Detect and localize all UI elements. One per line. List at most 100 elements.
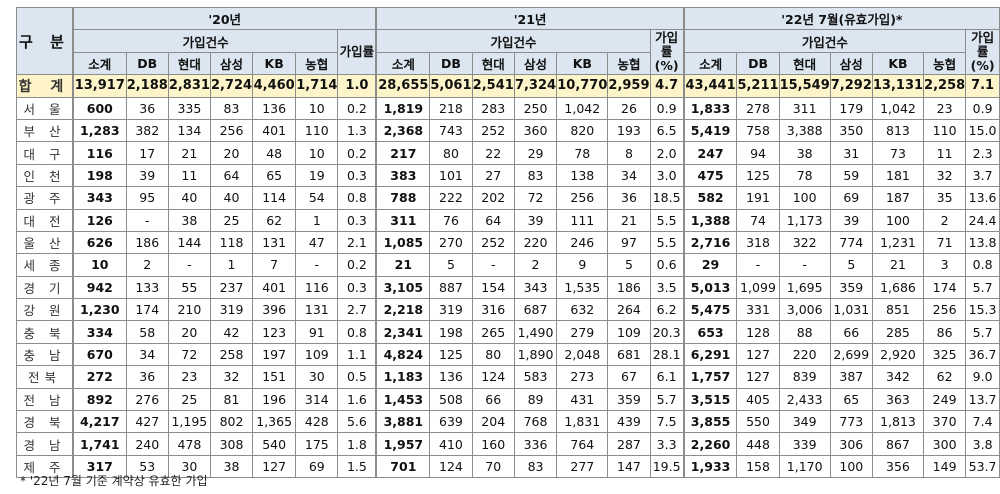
count-cell: 116 bbox=[295, 275, 339, 300]
insurer-col-header: 현대 bbox=[778, 51, 831, 76]
subtotal-cell: 626 bbox=[71, 230, 127, 255]
rate-cell: 0.8 bbox=[965, 253, 1000, 277]
count-cell: 154 bbox=[471, 275, 515, 300]
subtotal-cell: 247 bbox=[682, 141, 738, 165]
count-cell: 32 bbox=[209, 365, 254, 389]
count-cell: 53 bbox=[125, 454, 169, 479]
count-cell: 83 bbox=[209, 96, 254, 120]
count-cell: 136 bbox=[429, 365, 473, 389]
rate-cell: 5.7 bbox=[649, 387, 685, 412]
count-cell: 124 bbox=[471, 365, 515, 389]
rate-cell: 0.8 bbox=[337, 186, 377, 210]
count-cell: 127 bbox=[252, 454, 297, 479]
rate-cell: 13.6 bbox=[965, 186, 1000, 210]
subtotal-cell: 3,515 bbox=[682, 387, 738, 412]
table-row: 대 구 116 17 21 20 48 10 0.2 217 80 22 29 78 8 2.0 247 94 3… bbox=[15, 141, 1000, 165]
count-cell: 270 bbox=[429, 230, 473, 255]
count-cell: 100 bbox=[778, 186, 831, 210]
count-cell: 773 bbox=[829, 410, 873, 434]
count-cell: 1,890 bbox=[513, 342, 558, 367]
rate-cell: 1.8 bbox=[337, 432, 377, 456]
subtotal-cell: 198 bbox=[71, 163, 127, 188]
table-row: 전 남 892 276 25 81 196 314 1.6 1,453 508 66 89 431 359… bbox=[15, 387, 1000, 412]
count-cell: 89 bbox=[513, 387, 558, 412]
count-cell: 508 bbox=[429, 387, 473, 412]
count-cell: 128 bbox=[736, 320, 780, 344]
count-cell: 256 bbox=[923, 298, 967, 322]
count-cell: 40 bbox=[167, 186, 211, 210]
insurer-col-header: 소계 bbox=[375, 51, 431, 76]
count-cell: 22 bbox=[471, 141, 515, 165]
count-cell: 387 bbox=[829, 365, 873, 389]
subtotal-cell: 272 bbox=[71, 365, 127, 389]
region-cell: 서 울 bbox=[15, 96, 74, 120]
count-cell: 283 bbox=[471, 96, 515, 120]
count-cell: 401 bbox=[252, 275, 297, 300]
count-cell: - bbox=[295, 253, 339, 277]
rate-cell: 0.3 bbox=[337, 163, 377, 188]
subtotal-cell: 2,260 bbox=[682, 432, 738, 456]
count-cell: 681 bbox=[607, 342, 651, 367]
rate-cell: 0.8 bbox=[337, 320, 377, 344]
count-cell: 97 bbox=[607, 230, 651, 255]
count-cell: 5,061 bbox=[429, 74, 473, 98]
count-cell: 256 bbox=[556, 186, 609, 210]
count-cell: 11 bbox=[167, 163, 211, 188]
rate-cell: 5.7 bbox=[965, 320, 1000, 344]
count-cell: 2,541 bbox=[471, 74, 515, 98]
count-cell: 1,686 bbox=[871, 275, 925, 300]
count-cell: 308 bbox=[209, 432, 254, 456]
header-row-years: 구 분 '20년 '21년 '22년 7월(유효가입)* bbox=[15, 6, 1000, 76]
count-cell: 42 bbox=[209, 320, 254, 344]
rate-cell: 20.3 bbox=[649, 320, 685, 344]
count-cell: 88 bbox=[778, 320, 831, 344]
subtotal-cell: 13,917 bbox=[71, 74, 127, 98]
count-cell: 427 bbox=[125, 410, 169, 434]
count-cell: 86 bbox=[923, 320, 967, 344]
rate-cell: 0.2 bbox=[337, 253, 377, 277]
count-cell: 125 bbox=[429, 342, 473, 367]
count-cell: 39 bbox=[829, 208, 873, 232]
total-row: 합 계 13,917 2,188 2,831 2,724 4,460 1,714 1.0 28,… bbox=[15, 74, 1000, 98]
count-cell: 38 bbox=[778, 141, 831, 165]
count-cell: 95 bbox=[125, 186, 169, 210]
subtotal-cell: 1,388 bbox=[682, 208, 738, 232]
subtotal-cell: 1,957 bbox=[375, 432, 431, 456]
count-cell: 39 bbox=[513, 208, 558, 232]
count-cell: 91 bbox=[295, 320, 339, 344]
rate-cell: 4.7 bbox=[649, 74, 685, 98]
count-cell: 300 bbox=[923, 432, 967, 456]
count-cell: 69 bbox=[295, 454, 339, 479]
count-cell: 363 bbox=[871, 387, 925, 412]
rate-cell: 6.1 bbox=[649, 365, 685, 389]
count-cell: 55 bbox=[167, 275, 211, 300]
count-cell: 478 bbox=[167, 432, 211, 456]
rate-cell: 0.5 bbox=[337, 365, 377, 389]
subtotal-cell: 43,441 bbox=[682, 74, 738, 98]
count-cell: 285 bbox=[871, 320, 925, 344]
count-cell: 1 bbox=[209, 253, 254, 277]
count-cell: 287 bbox=[607, 432, 651, 456]
count-cell: 448 bbox=[736, 432, 780, 456]
subtotal-cell: 334 bbox=[71, 320, 127, 344]
count-cell: 276 bbox=[125, 387, 169, 412]
rate-cell: 0.6 bbox=[649, 253, 685, 277]
subtotal-cell: 317 bbox=[71, 454, 127, 479]
table-row: 전북 272 36 23 32 151 30 0.5 1,183 136 124 583 273 67 6.… bbox=[15, 365, 1000, 389]
count-cell: 62 bbox=[923, 365, 967, 389]
table-row: 강 원 1,230 174 210 319 396 131 2.7 2,218 319 316 687… bbox=[15, 298, 1000, 322]
count-cell: 250 bbox=[513, 96, 558, 120]
subtotal-cell: 2,341 bbox=[375, 320, 431, 344]
count-cell: 23 bbox=[923, 96, 967, 120]
count-cell: 252 bbox=[471, 230, 515, 255]
count-header-2022: 가입건수 bbox=[682, 29, 967, 53]
count-cell: 20 bbox=[167, 320, 211, 344]
rate-cell: 53.7 bbox=[965, 454, 1000, 479]
count-cell: 13,131 bbox=[871, 74, 925, 98]
subtotal-cell: 6,291 bbox=[682, 342, 738, 367]
count-cell: 80 bbox=[429, 141, 473, 165]
count-cell: 370 bbox=[923, 410, 967, 434]
subtotal-cell: 5,475 bbox=[682, 298, 738, 322]
count-cell: 38 bbox=[167, 208, 211, 232]
count-cell: 125 bbox=[736, 163, 780, 188]
